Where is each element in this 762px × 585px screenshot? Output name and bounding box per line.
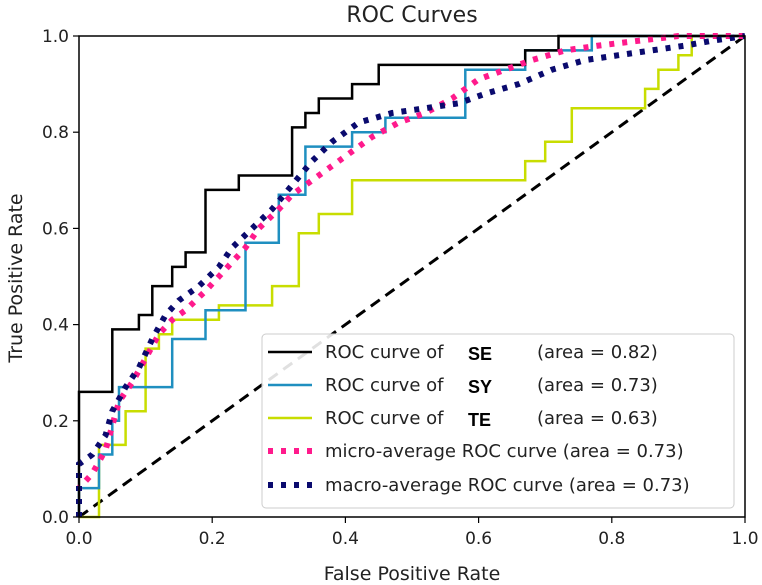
chance-diagonal — [78, 34, 746, 519]
y-tick-label: 0.0 — [42, 508, 69, 528]
y-tick-label: 1.0 — [42, 27, 69, 47]
series-macro-average — [76, 33, 746, 517]
plot-frame — [78, 35, 746, 518]
legend: ROC curve of SE (area = 0.82) ROC curve … — [261, 333, 735, 509]
chart-title: ROC Curves — [346, 3, 477, 28]
legend-prefix-te: ROC curve of — [325, 408, 444, 429]
legend-area-te: (area = 0.63) — [537, 408, 658, 429]
legend-class-sy: SY — [468, 377, 492, 397]
legend-prefix-se: ROC curve of — [325, 342, 444, 363]
x-tick-label: 0.2 — [199, 529, 226, 549]
y-tick-label: 0.2 — [42, 412, 69, 432]
y-tick-label: 0.8 — [42, 123, 69, 143]
series-layer — [76, 33, 746, 519]
y-axis-label: True Positive Rate — [5, 193, 27, 363]
x-tick-label: 0.0 — [65, 529, 92, 549]
series-micro-average — [76, 33, 745, 517]
series-se — [77, 34, 745, 517]
x-tick-label: 0.8 — [598, 529, 625, 549]
legend-class-te: TE — [468, 410, 491, 430]
x-axis-label: False Positive Rate — [324, 563, 501, 585]
legend-area-se: (area = 0.82) — [537, 342, 658, 363]
x-tick-label: 1.0 — [731, 529, 758, 549]
y-tick-label: 0.4 — [42, 316, 69, 336]
legend-label-macro: macro-average ROC curve (area = 0.73) — [325, 475, 690, 496]
legend-prefix-sy: ROC curve of — [325, 375, 444, 396]
legend-box — [261, 333, 735, 509]
series-te — [79, 34, 745, 519]
x-tick-label: 0.4 — [332, 529, 359, 549]
y-tick-label: 0.6 — [42, 219, 69, 239]
tick-layer: 0.0 0.2 0.4 0.6 0.8 1.0 0.0 0.2 0.4 0.6 0.8 1.0 — [42, 27, 759, 549]
legend-class-se: SE — [468, 344, 492, 364]
x-tick-label: 0.6 — [465, 529, 492, 549]
legend-label-micro: micro-average ROC curve (area = 0.73) — [325, 441, 684, 462]
legend-area-sy: (area = 0.73) — [537, 375, 658, 396]
